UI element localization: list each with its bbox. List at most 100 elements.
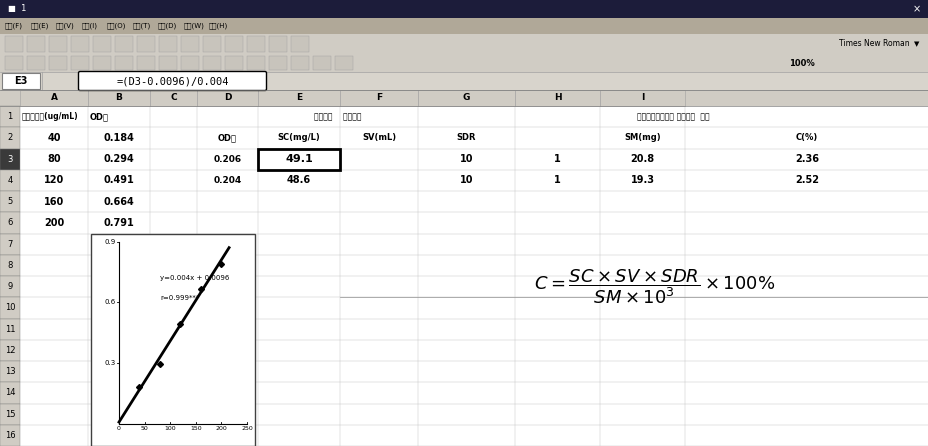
Bar [149, 90, 197, 106]
Text: 13: 13 [5, 367, 15, 376]
Text: 200: 200 [215, 426, 227, 431]
Text: OD值: OD值 [218, 133, 237, 142]
Bar [0, 234, 20, 255]
Bar [0, 361, 20, 382]
Bar [313, 56, 330, 70]
Text: 14: 14 [5, 388, 15, 397]
Bar [181, 36, 199, 52]
Bar [0, 90, 20, 446]
Bar [27, 56, 45, 70]
Text: ▼: ▼ [913, 41, 919, 47]
Text: 数据(D): 数据(D) [158, 23, 177, 29]
Text: $C = \dfrac{SC \times SV \times SDR}{SM \times 10^3} \times 100\%$: $C = \dfrac{SC \times SV \times SDR}{SM … [534, 267, 774, 306]
Text: y=0.004x + 0.0096: y=0.004x + 0.0096 [160, 275, 229, 281]
Text: 15: 15 [5, 409, 15, 419]
Bar [91, 234, 254, 446]
Text: 帮助(H): 帮助(H) [209, 23, 228, 29]
Bar [269, 56, 287, 70]
Bar [0, 18, 928, 34]
Text: 0.204: 0.204 [213, 176, 241, 185]
Text: r=0.999***: r=0.999*** [160, 295, 199, 301]
Bar [49, 36, 67, 52]
Bar [49, 56, 67, 70]
Text: 样品浓度    稀释体积: 样品浓度 稀释体积 [314, 112, 361, 121]
Text: 0.664: 0.664 [104, 197, 135, 206]
Bar [258, 90, 340, 106]
Bar [197, 90, 258, 106]
Text: 编辑(E): 编辑(E) [31, 23, 49, 29]
Bar [225, 56, 243, 70]
Text: 11: 11 [5, 325, 15, 334]
Bar [93, 56, 110, 70]
Bar [0, 72, 928, 90]
Bar [335, 56, 353, 70]
Bar [136, 56, 155, 70]
Bar [418, 90, 514, 106]
Text: C: C [170, 94, 176, 103]
Bar [0, 297, 20, 318]
Text: 窗口(W): 窗口(W) [184, 23, 204, 29]
Bar [225, 36, 243, 52]
Text: SDR: SDR [457, 133, 476, 142]
Text: 100: 100 [164, 426, 175, 431]
Bar [203, 36, 221, 52]
Text: 插入(I): 插入(I) [82, 23, 97, 29]
Bar [20, 90, 88, 106]
Text: SC(mg/L): SC(mg/L) [277, 133, 320, 142]
Text: 0.3: 0.3 [105, 360, 116, 366]
Text: OD值: OD值 [90, 112, 109, 121]
Bar [0, 90, 20, 106]
Text: 50: 50 [140, 426, 148, 431]
Text: 1: 1 [553, 175, 561, 186]
Bar [0, 340, 20, 361]
Text: 160: 160 [44, 197, 64, 206]
Text: ■  1: ■ 1 [8, 4, 26, 13]
Bar [340, 90, 418, 106]
Text: Times New Roman: Times New Roman [838, 40, 909, 49]
Bar [20, 90, 928, 106]
Text: =(D3-0.0096)/0.004: =(D3-0.0096)/0.004 [117, 76, 229, 86]
Text: 10: 10 [459, 154, 472, 164]
Text: E: E [296, 94, 302, 103]
Text: 3: 3 [7, 155, 13, 164]
Bar [0, 170, 20, 191]
Text: 样品溶液稀释倍数 样品质量  含量: 样品溶液稀释倍数 样品质量 含量 [637, 112, 709, 121]
Bar [71, 56, 89, 70]
Text: 12: 12 [5, 346, 15, 355]
Text: 0.6: 0.6 [105, 299, 116, 306]
Text: 48.6: 48.6 [287, 175, 311, 186]
Text: 2: 2 [7, 133, 13, 142]
Bar [599, 90, 684, 106]
Text: ×: × [912, 4, 923, 14]
Bar [0, 404, 20, 425]
Text: 0.9: 0.9 [105, 239, 116, 244]
Text: SV(mL): SV(mL) [362, 133, 395, 142]
Text: A: A [50, 94, 58, 103]
Bar [0, 90, 928, 446]
Text: 1: 1 [7, 112, 13, 121]
Bar [5, 36, 23, 52]
Bar [0, 106, 20, 127]
Bar [0, 276, 20, 297]
Text: 文件(F): 文件(F) [5, 23, 23, 29]
Text: 4: 4 [7, 176, 13, 185]
Bar [290, 56, 309, 70]
Text: 视图(V): 视图(V) [56, 23, 74, 29]
Text: E3: E3 [14, 76, 28, 86]
Bar [0, 54, 928, 72]
Bar [247, 56, 264, 70]
Bar [136, 36, 155, 52]
Text: 2.36: 2.36 [794, 154, 818, 164]
Bar [0, 149, 20, 170]
Bar [93, 36, 110, 52]
Text: 0.294: 0.294 [104, 154, 135, 164]
Text: G: G [462, 94, 470, 103]
Bar [20, 106, 928, 446]
Bar [5, 56, 23, 70]
Text: I: I [640, 94, 643, 103]
Text: SM(mg): SM(mg) [624, 133, 660, 142]
Text: 7: 7 [7, 240, 13, 248]
Bar [115, 56, 133, 70]
Text: 80: 80 [47, 154, 60, 164]
FancyBboxPatch shape [78, 71, 266, 91]
